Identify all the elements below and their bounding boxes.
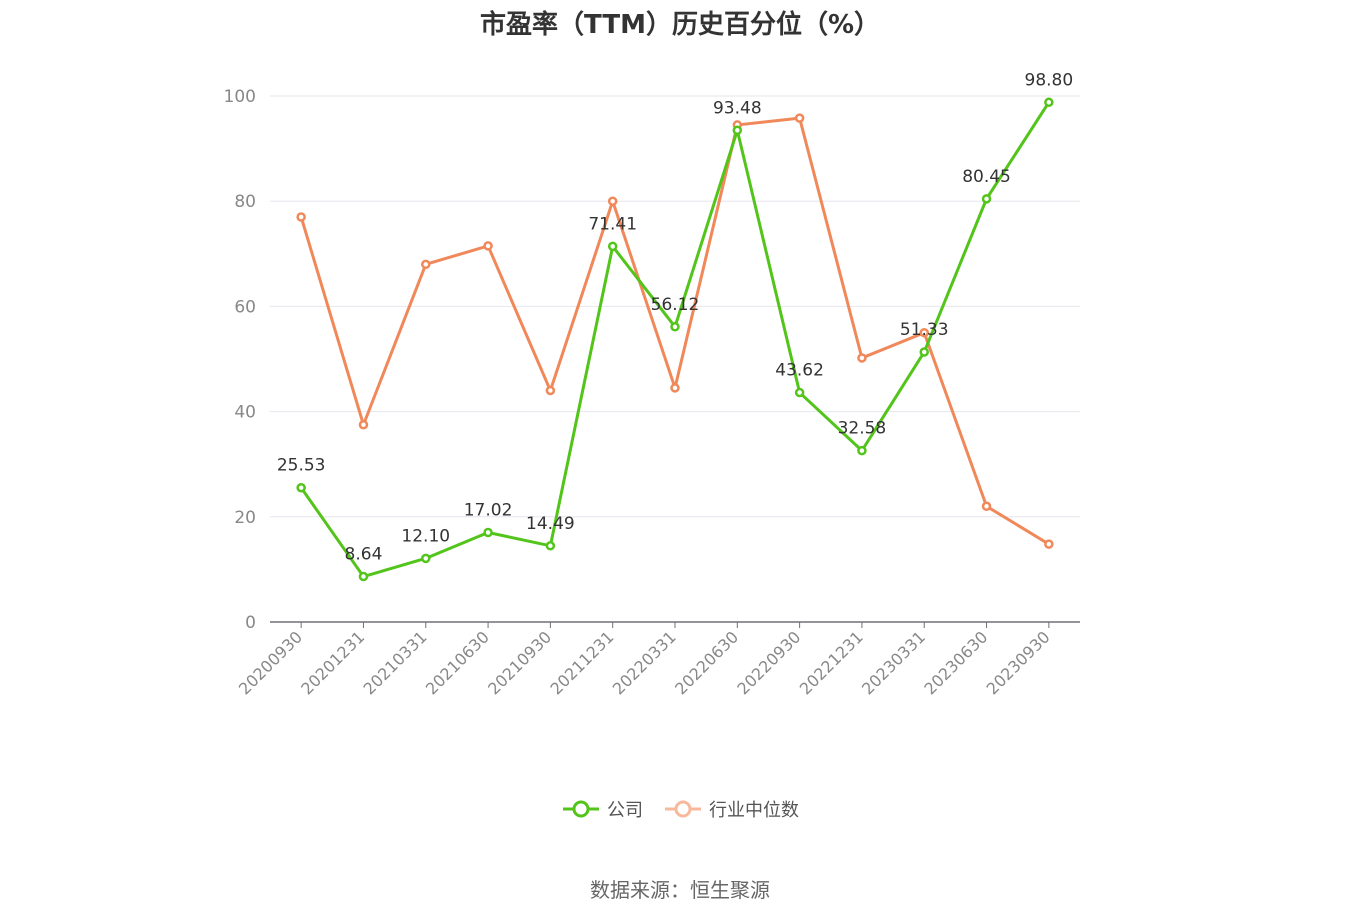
data-point-industry-median <box>607 196 618 206</box>
data-label-company: 56.12 <box>651 295 700 315</box>
data-source: 数据来源：恒生聚源 <box>590 878 770 902</box>
data-label-company: 98.80 <box>1025 70 1074 90</box>
x-tick-label: 20230630 <box>920 627 991 698</box>
data-label-company: 80.45 <box>962 167 1011 187</box>
axes: 0204060801002020093020201231202103312021… <box>224 87 1080 698</box>
data-point-company <box>358 571 369 582</box>
data-label-company: 8.64 <box>345 545 383 565</box>
data-point-company <box>483 527 493 538</box>
series-lines <box>296 97 1054 582</box>
y-tick-label: 0 <box>245 613 256 633</box>
data-point-company <box>545 541 556 551</box>
legend-item-industry-median[interactable]: 行业中位数 <box>663 796 799 822</box>
data-label-company: 93.48 <box>713 98 762 118</box>
data-point-company <box>607 241 618 252</box>
data-point-industry-median <box>421 259 431 270</box>
data-point-industry-median <box>296 212 306 222</box>
data-label-company: 51.33 <box>900 320 949 340</box>
data-point-industry-median <box>358 420 369 430</box>
x-tick-label: 20220930 <box>733 627 804 698</box>
data-point-industry-median <box>857 353 867 363</box>
grid-lines <box>270 95 1080 518</box>
data-point-company <box>981 194 992 204</box>
data-label-company: 32.58 <box>838 419 887 439</box>
x-tick-label: 20230331 <box>858 627 929 698</box>
x-tick-label: 20210930 <box>484 627 555 698</box>
y-tick-label: 80 <box>234 192 256 212</box>
data-point-company <box>670 322 680 332</box>
data-point-company <box>857 445 867 456</box>
data-point-industry-median <box>794 113 805 123</box>
data-point-industry-median <box>1044 539 1054 549</box>
data-point-industry-median <box>483 241 493 251</box>
data-point-company <box>794 387 805 398</box>
y-tick-label: 60 <box>234 297 256 317</box>
data-label-company: 12.10 <box>401 526 450 546</box>
x-tick-label: 20220630 <box>671 627 742 698</box>
data-point-industry-median <box>919 327 929 338</box>
y-tick-label: 40 <box>234 403 256 423</box>
y-tick-label: 20 <box>234 508 256 528</box>
x-tick-label: 20210630 <box>422 627 493 698</box>
x-tick-label: 20200930 <box>235 627 306 698</box>
x-tick-label: 20221231 <box>796 627 867 698</box>
data-point-industry-median <box>981 501 992 512</box>
data-labels: 25.53 8.64 12.10 17.02 14.49 71.41 56.12 93.48 4… <box>277 70 1073 564</box>
data-point-company <box>732 125 743 136</box>
legend: 公司 行业中位数 <box>0 796 1360 822</box>
data-point-company <box>421 553 431 564</box>
data-point-industry-median <box>545 385 556 396</box>
legend-item-company[interactable]: 公司 <box>561 796 643 822</box>
chart-title: 市盈率（TTM）历史百分位（%） <box>480 10 880 40</box>
x-tick-label: 20201231 <box>297 627 368 698</box>
x-tick-label: 20230930 <box>983 627 1054 698</box>
y-tick-label: 100 <box>224 87 256 107</box>
legend-label-company: 公司 <box>607 800 643 821</box>
data-label-company: 71.41 <box>588 214 637 234</box>
data-point-industry-median <box>670 383 680 393</box>
x-tick-label: 20210331 <box>360 627 431 698</box>
data-label-company: 14.49 <box>526 514 575 534</box>
data-label-company: 43.62 <box>775 361 824 381</box>
data-point-company <box>296 482 306 493</box>
data-point-company <box>919 347 929 357</box>
data-label-company: 17.02 <box>464 500 513 520</box>
legend-label-industry-median: 行业中位数 <box>709 800 799 821</box>
legend-company-marker-icon <box>563 800 599 818</box>
x-tick-label: 20211231 <box>547 627 618 698</box>
legend-industry-marker-icon <box>665 800 701 818</box>
data-point-company <box>1044 97 1054 108</box>
x-tick-label: 20220331 <box>609 627 680 698</box>
data-label-company: 25.53 <box>277 456 326 476</box>
